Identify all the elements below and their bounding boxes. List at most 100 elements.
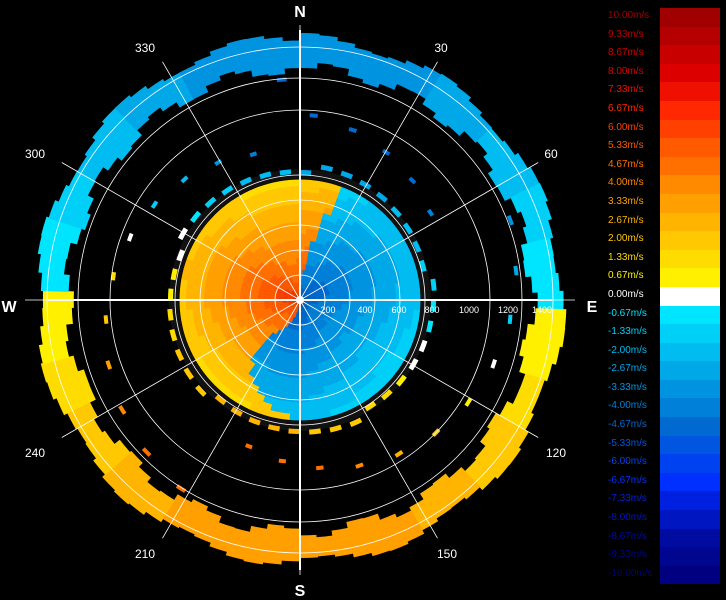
- velocity-bin: [292, 282, 296, 290]
- velocity-bin: [307, 308, 314, 315]
- velocity-bin: [185, 289, 193, 300]
- legend-label: 5.33m/s: [608, 140, 644, 152]
- velocity-bin: [281, 332, 288, 340]
- velocity-bin: [325, 281, 334, 288]
- velocity-bin: [269, 304, 277, 308]
- velocity-bin: [321, 274, 329, 281]
- velocity-bin: [367, 361, 379, 373]
- velocity-bin: [294, 323, 298, 331]
- velocity-bin: [422, 73, 458, 114]
- velocity-bin: [351, 368, 363, 380]
- velocity-bin: [321, 319, 328, 326]
- velocity-bin: [406, 329, 417, 342]
- velocity-bin: [337, 377, 349, 388]
- velocity-bin: [285, 333, 291, 342]
- legend-entry: 2.67m/s: [604, 212, 722, 232]
- legend-label: 2.00m/s: [608, 233, 644, 245]
- velocity-bin: [402, 222, 414, 235]
- range-label-800: 800: [424, 305, 439, 315]
- velocity-bin: [278, 412, 291, 421]
- velocity-bin: [289, 401, 300, 409]
- legend-label: -9.33m/s: [608, 549, 647, 561]
- velocity-bin: [300, 191, 311, 199]
- velocity-bin: [329, 183, 342, 194]
- velocity-bin: [407, 300, 415, 311]
- velocity-bin: [239, 398, 252, 410]
- velocity-bin: [288, 284, 294, 291]
- velocity-bin: [426, 320, 434, 333]
- velocity-bin: [323, 294, 331, 299]
- velocity-bin: [191, 289, 199, 300]
- velocity-bin: [354, 200, 367, 212]
- velocity-bin: [322, 317, 330, 324]
- velocity-bin: [293, 227, 301, 235]
- velocity-bin: [351, 220, 363, 232]
- spoke-150: [299, 299, 438, 539]
- velocity-bin: [289, 283, 295, 291]
- velocity-bin: [486, 413, 529, 449]
- velocity-bin: [299, 401, 310, 409]
- legend-swatch: [660, 342, 720, 362]
- velocity-bin: [368, 237, 380, 249]
- velocity-bin: [335, 303, 343, 308]
- velocity-bin: [305, 294, 312, 298]
- velocity-bin: [288, 294, 295, 298]
- velocity-bin: [303, 341, 309, 349]
- velocity-bin: [371, 365, 384, 378]
- velocity-bin: [248, 416, 261, 426]
- velocity-bin: [464, 459, 496, 491]
- velocity-bin: [291, 341, 297, 349]
- velocity-bin: [258, 183, 272, 193]
- velocity-bin: [275, 263, 283, 271]
- velocity-bin: [349, 417, 363, 428]
- legend-entry: -7.33m/s: [604, 491, 722, 511]
- velocity-bin: [520, 200, 552, 228]
- velocity-bin: [147, 78, 178, 112]
- velocity-bin: [306, 382, 316, 391]
- legend-swatch: [660, 379, 720, 399]
- velocity-bin: [364, 387, 378, 400]
- velocity-bin: [221, 227, 233, 239]
- legend-entry: 1.33m/s: [604, 249, 722, 269]
- velocity-bin: [323, 302, 331, 306]
- velocity-bin: [102, 450, 143, 491]
- velocity-bin: [130, 85, 161, 118]
- legend-swatch: [660, 286, 720, 306]
- velocity-bin: [406, 309, 415, 321]
- velocity-bin: [361, 382, 374, 395]
- velocity-bin: [288, 359, 295, 367]
- range-label-200: 200: [320, 305, 335, 315]
- velocity-bin: [233, 299, 241, 306]
- velocity-bin: [361, 221, 373, 233]
- velocity-bin: [303, 251, 309, 259]
- velocity-bin: [272, 392, 284, 401]
- velocity-bin: [270, 373, 280, 382]
- velocity-bin: [303, 304, 309, 310]
- velocity-bin: [343, 316, 352, 324]
- velocity-bin: [324, 260, 332, 268]
- velocity-bin: [363, 357, 374, 369]
- velocity-bin: [346, 342, 356, 352]
- velocity-bin: [410, 268, 419, 281]
- velocity-bin: [218, 319, 227, 329]
- velocity-bin: [281, 191, 292, 200]
- velocity-bin: [322, 276, 331, 283]
- velocity-bin: [278, 324, 285, 332]
- velocity-bin: [413, 300, 421, 312]
- velocity-bin: [283, 339, 290, 347]
- legend-swatch: [660, 100, 720, 120]
- velocity-bin: [377, 358, 389, 371]
- velocity-bin: [284, 313, 290, 321]
- velocity-bin: [276, 291, 284, 296]
- velocity-bin: [278, 458, 287, 464]
- legend-swatch: [660, 45, 720, 64]
- velocity-bin: [179, 309, 188, 321]
- velocity-bin: [480, 428, 522, 465]
- velocity-bin: [264, 287, 272, 293]
- velocity-bin: [193, 271, 202, 283]
- velocity-bin: [359, 305, 367, 312]
- velocity-bin: [356, 277, 365, 285]
- velocity-bin: [300, 209, 309, 217]
- legend-entry: -2.00m/s: [604, 342, 722, 362]
- velocity-bin: [302, 269, 306, 277]
